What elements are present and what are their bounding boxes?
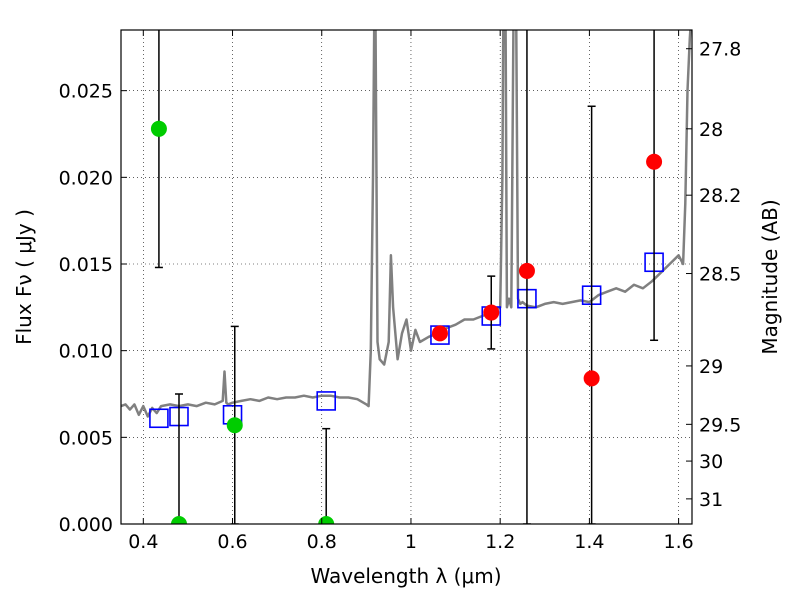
plot-background xyxy=(121,30,692,524)
y2-axis-label: Magnitude (AB) xyxy=(758,199,782,354)
y-axis: 0.000 0.005 0.010 0.015 0.020 0.025 xyxy=(59,81,127,536)
y2-tick-label: 31 xyxy=(699,489,723,511)
observed-point-marker xyxy=(646,153,663,170)
model-point-marker xyxy=(316,391,337,411)
x-tick-label: 1.2 xyxy=(485,531,515,553)
x-tick-label: 0.4 xyxy=(128,531,158,553)
observed-point-marker xyxy=(170,516,187,524)
x-tick-label: 0.8 xyxy=(307,531,337,553)
y2-axis: 27.8 28 28.2 28.5 29 29.5 30 31 xyxy=(686,39,741,511)
x-tick-label: 1.6 xyxy=(664,531,694,553)
y-tick-label: 0.010 xyxy=(59,341,113,363)
y-tick-label: 0.020 xyxy=(59,167,113,189)
model-point-marker xyxy=(149,408,169,429)
observed-point-marker xyxy=(226,417,243,434)
y-axis-label: Flux Fν ( μJy ) xyxy=(12,209,36,345)
observed-point-marker xyxy=(518,262,535,279)
x-axis: 0.4 0.6 0.8 1 1.2 1.4 1.6 xyxy=(128,30,694,553)
plot-area xyxy=(121,30,692,524)
y2-tick-label: 30 xyxy=(699,451,723,473)
observed-point-marker xyxy=(150,120,167,137)
y2-tick-label: 28.2 xyxy=(699,185,741,207)
y-tick-label: 0.005 xyxy=(59,427,113,449)
y2-tick-label: 28.5 xyxy=(699,264,741,286)
y2-tick-label: 29.5 xyxy=(699,414,741,436)
y-tick-label: 0.025 xyxy=(59,81,113,103)
observed-point-marker xyxy=(583,370,600,387)
x-axis-label: Wavelength λ (μm) xyxy=(310,564,501,588)
x-tick-label: 0.6 xyxy=(217,531,247,553)
y-tick-label: 0.000 xyxy=(59,514,113,536)
y2-tick-label: 27.8 xyxy=(699,39,741,61)
plot-frame xyxy=(120,29,693,525)
y2-tick-label: 28 xyxy=(699,119,723,141)
x-tick-label: 1 xyxy=(405,531,417,553)
observed-point-marker xyxy=(483,304,500,321)
y2-tick-label: 29 xyxy=(699,356,723,378)
observed-point-marker xyxy=(431,325,448,342)
x-tick-label: 1.4 xyxy=(574,531,604,553)
y-tick-label: 0.015 xyxy=(59,254,113,276)
